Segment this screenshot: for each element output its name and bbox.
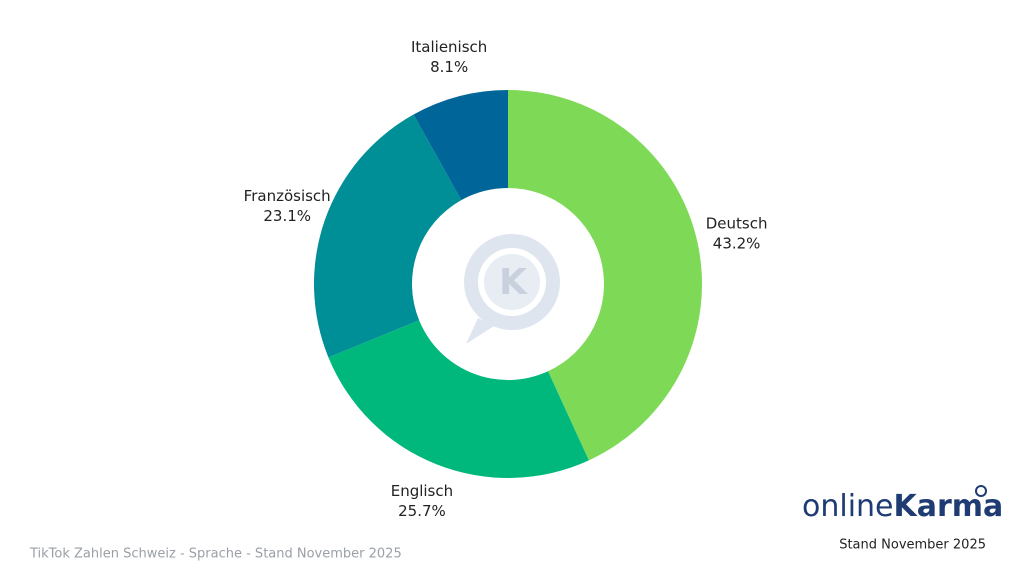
slice-label: Englisch	[391, 482, 453, 500]
center-logo: K	[464, 234, 560, 344]
slice-value-label: 25.7%	[398, 502, 446, 520]
brand-name: Karma	[894, 489, 1004, 524]
svg-text:K: K	[499, 262, 528, 303]
slice-label: Italienisch	[411, 38, 487, 56]
slice-value-label: 23.1%	[263, 207, 311, 225]
stand-label: Stand November 2025	[839, 538, 986, 553]
slice-label: Französisch	[244, 187, 331, 205]
brand-dot	[975, 485, 987, 497]
donut-slice	[314, 114, 462, 358]
brand: onlineKarma	[802, 489, 1003, 524]
slice-value-label: 43.2%	[713, 235, 761, 253]
slice-label: Deutsch	[706, 215, 768, 233]
donut-slice	[328, 320, 589, 478]
donut-slice	[508, 90, 702, 461]
footer: TikTok Zahlen Schweiz - Sprache - Stand …	[29, 547, 402, 562]
slice-value-label: 8.1%	[430, 58, 468, 76]
donut-slice	[413, 90, 508, 201]
brand-prefix: online	[802, 489, 894, 524]
donut: Deutsch 43.2% Englisch 25.7% Französisch 23.1…	[244, 38, 768, 520]
